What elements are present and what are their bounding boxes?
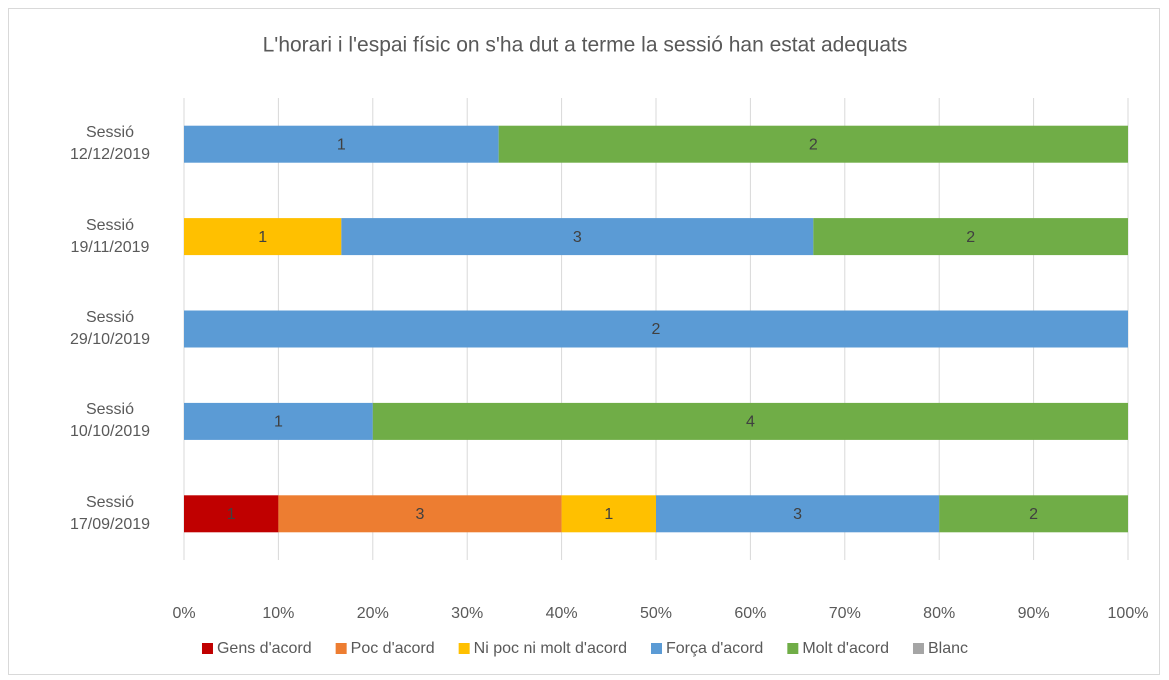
x-tick-label: 30% [451, 605, 483, 622]
legend-swatch [787, 643, 799, 654]
x-tick-label: 80% [923, 605, 955, 622]
data-label: 1 [604, 506, 613, 523]
y-tick-label: Sessió 19/11/2019 [70, 216, 150, 256]
x-tick-label: 100% [1108, 605, 1149, 622]
bar-segment [656, 495, 940, 533]
data-label: 1 [227, 506, 236, 523]
x-tick-label: 90% [1018, 605, 1050, 622]
bar-segment [184, 310, 1128, 348]
x-tick-label: 50% [640, 605, 672, 622]
bar-segment [278, 495, 562, 533]
legend-swatch [201, 643, 213, 654]
bar-segment [184, 125, 499, 163]
data-label: 4 [746, 414, 755, 431]
bar-segment [498, 125, 1129, 163]
x-tick-label: 10% [262, 605, 294, 622]
legend-label: Poc d'acord [351, 640, 435, 657]
bar-segment [341, 218, 814, 256]
y-tick-label: Sessió 12/12/2019 [69, 124, 151, 164]
data-label: 1 [274, 414, 283, 431]
y-tick-label: Sessió 10/10/2019 [69, 401, 151, 441]
data-label: 2 [966, 229, 975, 246]
x-tick-label: 40% [546, 605, 578, 622]
data-label: 3 [573, 229, 582, 246]
bar-segment [372, 402, 1128, 440]
data-label: 1 [258, 229, 267, 246]
legend-label: Ni poc ni molt d'acord [474, 640, 627, 657]
x-tick-label: 60% [734, 605, 766, 622]
chart-title: L'horari i l'espai físic on s'ha dut a t… [263, 34, 908, 57]
bar-segment [184, 402, 373, 440]
x-tick-label: 20% [357, 605, 389, 622]
data-label: 3 [416, 506, 425, 523]
data-label: 3 [793, 506, 802, 523]
legend-swatch [458, 643, 470, 654]
data-label: 2 [1029, 506, 1038, 523]
bar-segment [939, 495, 1128, 533]
data-label: 2 [652, 321, 661, 338]
x-tick-label: 70% [829, 605, 861, 622]
x-tick-label: 0% [172, 605, 195, 622]
legend-label: Gens d'acord [217, 640, 312, 657]
y-tick-label: Sessió 29/10/2019 [69, 309, 151, 348]
data-label: 2 [809, 136, 818, 153]
bar-segment [813, 218, 1128, 256]
legend-label: Blanc [928, 640, 968, 657]
legend-label: Molt d'acord [802, 640, 889, 657]
bar-segment [561, 495, 656, 533]
legend-swatch [651, 643, 662, 654]
legend-swatch [335, 643, 347, 654]
data-label: 1 [337, 136, 346, 153]
legend-label: Força d'acord [666, 640, 763, 657]
legend-swatch [912, 643, 924, 654]
bar-segment [184, 495, 279, 533]
y-tick-label: Sessió 17/09/2019 [69, 493, 151, 533]
bar-segment [184, 218, 342, 256]
